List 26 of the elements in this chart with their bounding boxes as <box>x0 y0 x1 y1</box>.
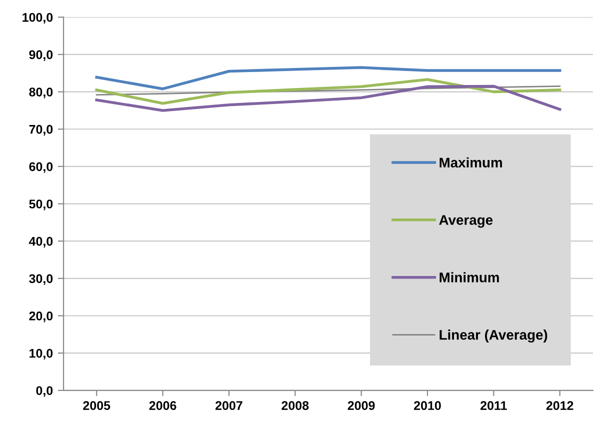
legend-label: Linear (Average) <box>440 330 548 343</box>
y-tick-label: 100,0 <box>22 12 53 24</box>
line-series <box>95 78 562 105</box>
legend-label: Maximum <box>440 157 502 168</box>
x-tick-label: 2012 <box>546 401 574 410</box>
x-tick-label: 2007 <box>215 401 242 410</box>
line-series <box>95 84 562 112</box>
y-tick-label: 80,0 <box>29 88 53 98</box>
x-tick-label: 2010 <box>414 401 441 410</box>
y-tick-label: 60,0 <box>29 162 53 173</box>
y-tick-label: 30,0 <box>29 274 53 285</box>
y-tick-label: 50,0 <box>29 200 53 210</box>
x-tick-label: 2005 <box>83 401 110 410</box>
x-tick-label: 2011 <box>480 401 507 410</box>
x-tick-label: 2009 <box>348 401 375 410</box>
y-tick-label: 20,0 <box>29 312 53 322</box>
y-tick-label: 40,0 <box>28 236 53 248</box>
line-series <box>95 66 562 90</box>
x-tick-label: 2008 <box>282 401 309 410</box>
legend-label: Average <box>439 215 493 228</box>
y-tick-label: 10,0 <box>30 348 53 360</box>
legend-label: Minimum <box>440 272 499 282</box>
y-tick-label: 70,0 <box>29 124 53 136</box>
x-tick-label: 2006 <box>149 401 176 410</box>
y-tick-label: 90,0 <box>29 50 53 61</box>
y-tick-label: 0,0 <box>36 386 53 397</box>
